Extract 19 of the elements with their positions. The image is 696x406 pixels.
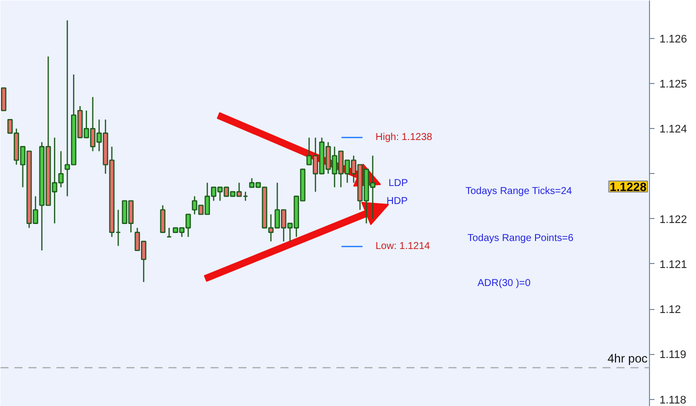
annotation: Todays Range Points=6 [468, 233, 574, 244]
candlestick [160, 204, 166, 233]
annotation: ADR(30 )=0 [478, 278, 532, 289]
y-tick-label: 1.12 [660, 304, 681, 316]
annotation: HDP [386, 196, 408, 207]
y-tick-label: 1.126 [660, 33, 688, 46]
y-tick-label: 1.122 [660, 214, 688, 226]
y-tick-label: 1.124 [660, 124, 688, 136]
candlestick [1, 87, 6, 112]
ref-line-label: 4hr poc [607, 352, 648, 366]
annotation: 1.1228 [610, 180, 647, 194]
annotation: Todays Range Ticks=24 [466, 186, 572, 197]
y-tick-label: 1.121 [660, 258, 688, 271]
annotation: LDP [388, 178, 408, 189]
annotation: Low: 1.1214 [376, 241, 430, 252]
annotation: High: 1.1238 [376, 132, 433, 143]
y-tick-label: 1.118 [660, 394, 686, 406]
y-tick-label: 1.125 [660, 78, 688, 91]
y-tick-label: 1.119 [660, 349, 686, 362]
